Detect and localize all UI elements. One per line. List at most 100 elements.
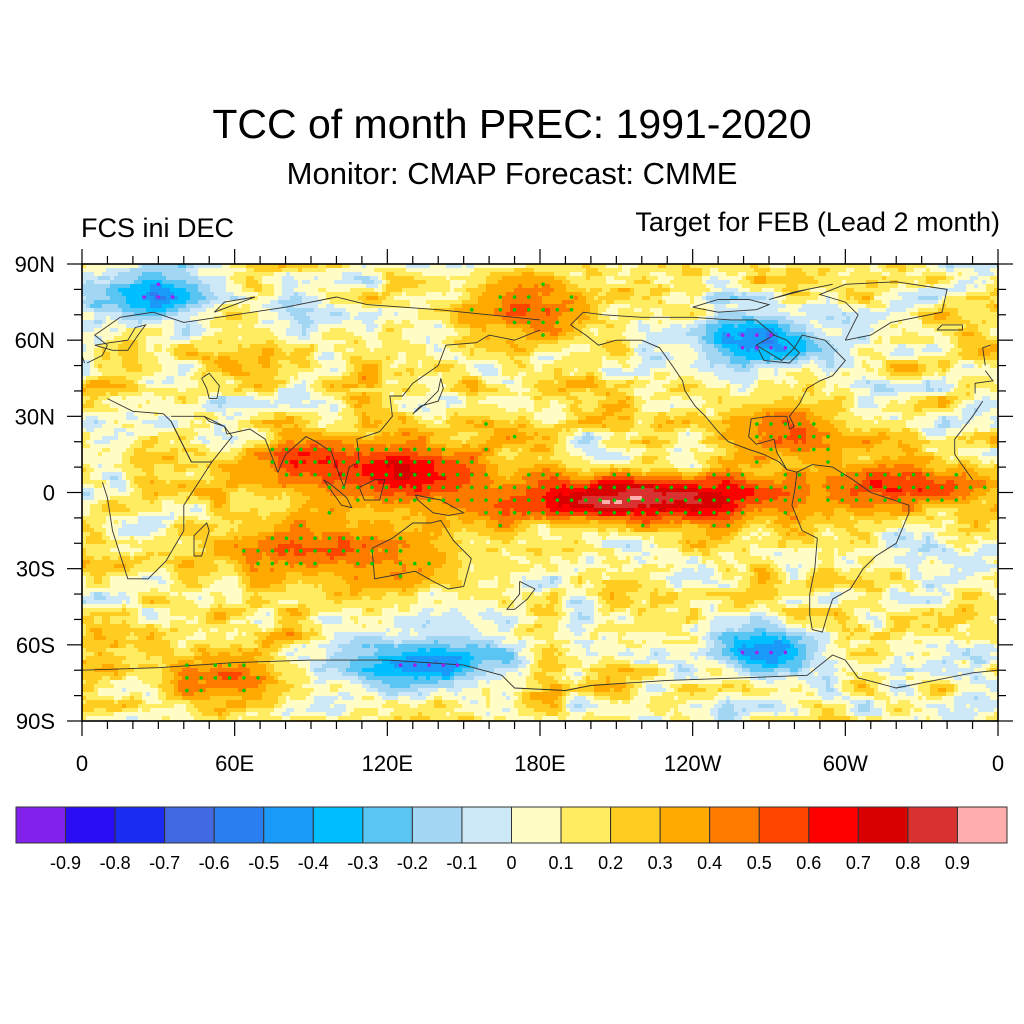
field-cell xyxy=(706,288,710,292)
field-cell xyxy=(626,268,630,272)
field-cell xyxy=(802,324,806,328)
field-cell xyxy=(86,344,90,348)
field-cell xyxy=(246,344,250,348)
field-cell xyxy=(706,340,710,344)
field-cell xyxy=(386,316,390,320)
field-cell xyxy=(838,344,842,348)
field-cell xyxy=(542,296,546,300)
field-cell xyxy=(362,348,366,352)
field-cell xyxy=(202,348,206,352)
field-cell xyxy=(726,348,730,352)
field-cell xyxy=(298,308,302,312)
field-cell xyxy=(974,304,978,308)
field-cell xyxy=(866,316,870,320)
field-cell xyxy=(518,340,522,344)
field-cell xyxy=(274,292,278,296)
field-cell xyxy=(190,288,194,292)
field-cell xyxy=(750,348,754,352)
field-cell xyxy=(578,300,582,304)
field-cell xyxy=(662,344,666,348)
field-cell xyxy=(650,288,654,292)
field-cell xyxy=(418,348,422,352)
field-cell xyxy=(518,276,522,280)
field-cell xyxy=(454,340,458,344)
field-cell xyxy=(302,288,306,292)
field-cell xyxy=(974,312,978,316)
field-cell xyxy=(438,288,442,292)
field-cell xyxy=(590,332,594,336)
field-cell xyxy=(706,344,710,348)
field-cell xyxy=(494,276,498,280)
field-cell xyxy=(266,336,270,340)
field-cell xyxy=(362,340,366,344)
field-cell xyxy=(978,288,982,292)
field-cell xyxy=(958,304,962,308)
field-cell xyxy=(362,268,366,272)
field-cell xyxy=(878,344,882,348)
field-cell xyxy=(714,332,718,336)
field-cell xyxy=(474,280,478,284)
field-cell xyxy=(786,304,790,308)
field-cell xyxy=(382,316,386,320)
field-cell xyxy=(346,272,350,276)
field-cell xyxy=(262,284,266,288)
field-cell xyxy=(618,308,622,312)
field-cell xyxy=(742,320,746,324)
field-cell xyxy=(862,268,866,272)
field-cell xyxy=(146,296,150,300)
field-cell xyxy=(810,344,814,348)
field-cell xyxy=(214,296,218,300)
field-cell xyxy=(238,336,242,340)
field-cell xyxy=(750,320,754,324)
field-cell xyxy=(218,284,222,288)
field-cell xyxy=(410,348,414,352)
field-cell xyxy=(494,300,498,304)
field-cell xyxy=(594,332,598,336)
field-cell xyxy=(798,344,802,348)
field-cell xyxy=(194,304,198,308)
field-cell xyxy=(666,316,670,320)
field-cell xyxy=(878,308,882,312)
field-cell xyxy=(118,288,122,292)
field-cell xyxy=(106,296,110,300)
field-cell xyxy=(518,344,522,348)
field-cell xyxy=(90,344,94,348)
field-cell xyxy=(438,296,442,300)
field-cell xyxy=(206,276,210,280)
field-cell xyxy=(294,288,298,292)
field-cell xyxy=(874,316,878,320)
field-cell xyxy=(778,288,782,292)
field-cell xyxy=(838,312,842,316)
field-cell xyxy=(426,312,430,316)
field-cell xyxy=(822,272,826,276)
field-cell xyxy=(886,316,890,320)
field-cell xyxy=(90,296,94,300)
field-cell xyxy=(250,304,254,308)
field-cell xyxy=(534,332,538,336)
field-cell xyxy=(470,292,474,296)
field-cell xyxy=(858,292,862,296)
field-cell xyxy=(518,288,522,292)
field-cell xyxy=(886,300,890,304)
field-cell xyxy=(218,328,222,332)
field-cell xyxy=(714,280,718,284)
field-cell xyxy=(558,284,562,288)
field-cell xyxy=(414,328,418,332)
field-cell xyxy=(886,336,890,340)
field-cell xyxy=(174,348,178,352)
field-cell xyxy=(754,280,758,284)
field-cell xyxy=(794,316,798,320)
field-cell xyxy=(406,332,410,336)
field-cell xyxy=(798,312,802,316)
field-cell xyxy=(774,268,778,272)
field-cell xyxy=(130,284,134,288)
field-cell xyxy=(406,336,410,340)
field-cell xyxy=(110,276,114,280)
field-cell xyxy=(174,340,178,344)
field-cell xyxy=(430,268,434,272)
field-cell xyxy=(930,344,934,348)
field-cell xyxy=(154,320,158,324)
field-cell xyxy=(246,284,250,288)
field-cell xyxy=(342,300,346,304)
field-cell xyxy=(718,312,722,316)
